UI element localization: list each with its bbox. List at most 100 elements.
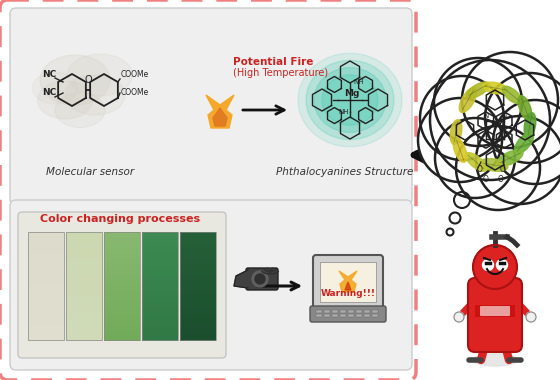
Bar [66, 248, 102, 254]
Bar [104, 291, 140, 297]
Text: COOMe: COOMe [121, 88, 150, 97]
Bar [104, 243, 140, 249]
Bar [142, 302, 178, 308]
Bar [104, 280, 140, 287]
Ellipse shape [38, 81, 92, 119]
Bar [180, 238, 216, 243]
Bar [180, 335, 216, 340]
Bar [28, 253, 64, 260]
Ellipse shape [502, 86, 522, 104]
Ellipse shape [515, 132, 534, 154]
Bar [348, 310, 354, 313]
Text: O: O [477, 165, 483, 174]
Bar [332, 314, 338, 317]
Bar [142, 264, 178, 270]
Bar [104, 313, 140, 319]
Ellipse shape [68, 54, 133, 96]
Ellipse shape [322, 75, 378, 125]
Bar [372, 314, 378, 317]
Circle shape [454, 192, 470, 208]
Text: Mg: Mg [490, 120, 505, 129]
FancyBboxPatch shape [10, 8, 412, 205]
Bar [180, 324, 216, 330]
Bar [180, 291, 216, 297]
Ellipse shape [459, 87, 477, 112]
Bar [28, 313, 64, 319]
Bar [66, 297, 102, 303]
Bar [66, 286, 102, 292]
Bar [28, 243, 64, 249]
Bar [142, 335, 178, 340]
Bar [104, 286, 140, 292]
Text: (High Temperature): (High Temperature) [233, 68, 328, 78]
Circle shape [462, 52, 558, 148]
Circle shape [454, 312, 464, 322]
Circle shape [446, 228, 454, 236]
Circle shape [483, 260, 493, 271]
FancyBboxPatch shape [475, 305, 515, 317]
Bar [66, 307, 102, 314]
Bar [142, 232, 178, 238]
Ellipse shape [298, 53, 402, 147]
Bar [28, 259, 64, 265]
Text: Color changing processes: Color changing processes [40, 214, 200, 224]
Ellipse shape [450, 120, 462, 144]
Polygon shape [234, 270, 248, 288]
Ellipse shape [497, 150, 523, 166]
Text: O: O [483, 175, 489, 184]
Polygon shape [213, 108, 227, 126]
Bar [180, 302, 216, 308]
Bar [104, 335, 140, 340]
Polygon shape [206, 95, 234, 128]
Bar [180, 243, 216, 249]
Circle shape [434, 58, 522, 146]
Bar [28, 329, 64, 335]
Circle shape [430, 60, 550, 180]
Bar [28, 318, 64, 324]
Bar [66, 243, 102, 249]
Bar [142, 253, 178, 260]
Ellipse shape [55, 92, 105, 128]
Bar [142, 318, 178, 324]
Bar [180, 270, 216, 276]
Circle shape [485, 73, 560, 163]
Ellipse shape [314, 68, 386, 132]
Bar [180, 307, 216, 314]
Bar [28, 238, 64, 243]
Bar [66, 238, 102, 243]
Text: N: N [502, 132, 507, 138]
Ellipse shape [453, 138, 467, 162]
Bar [356, 310, 362, 313]
Bar [104, 302, 140, 308]
Bar [180, 259, 216, 265]
Circle shape [526, 312, 536, 322]
Bar [142, 280, 178, 287]
Bar [180, 232, 216, 238]
Bar [104, 275, 140, 281]
Bar [180, 329, 216, 335]
Circle shape [456, 126, 540, 210]
Ellipse shape [466, 82, 489, 98]
Circle shape [493, 100, 560, 184]
FancyBboxPatch shape [468, 278, 522, 352]
Bar [66, 318, 102, 324]
Bar [28, 286, 64, 292]
Bar [104, 253, 140, 260]
Bar [66, 335, 102, 340]
Bar [142, 248, 178, 254]
Circle shape [473, 245, 517, 289]
Bar [28, 275, 64, 281]
Circle shape [255, 274, 265, 284]
Bar [180, 248, 216, 254]
Bar [66, 275, 102, 281]
Bar [66, 232, 102, 340]
Bar [104, 270, 140, 276]
Text: N: N [483, 132, 488, 138]
Bar [66, 280, 102, 287]
Bar [142, 286, 178, 292]
Bar [316, 314, 322, 317]
Bar [180, 232, 216, 340]
Circle shape [435, 118, 515, 198]
Text: O: O [500, 165, 506, 174]
FancyBboxPatch shape [10, 200, 412, 370]
